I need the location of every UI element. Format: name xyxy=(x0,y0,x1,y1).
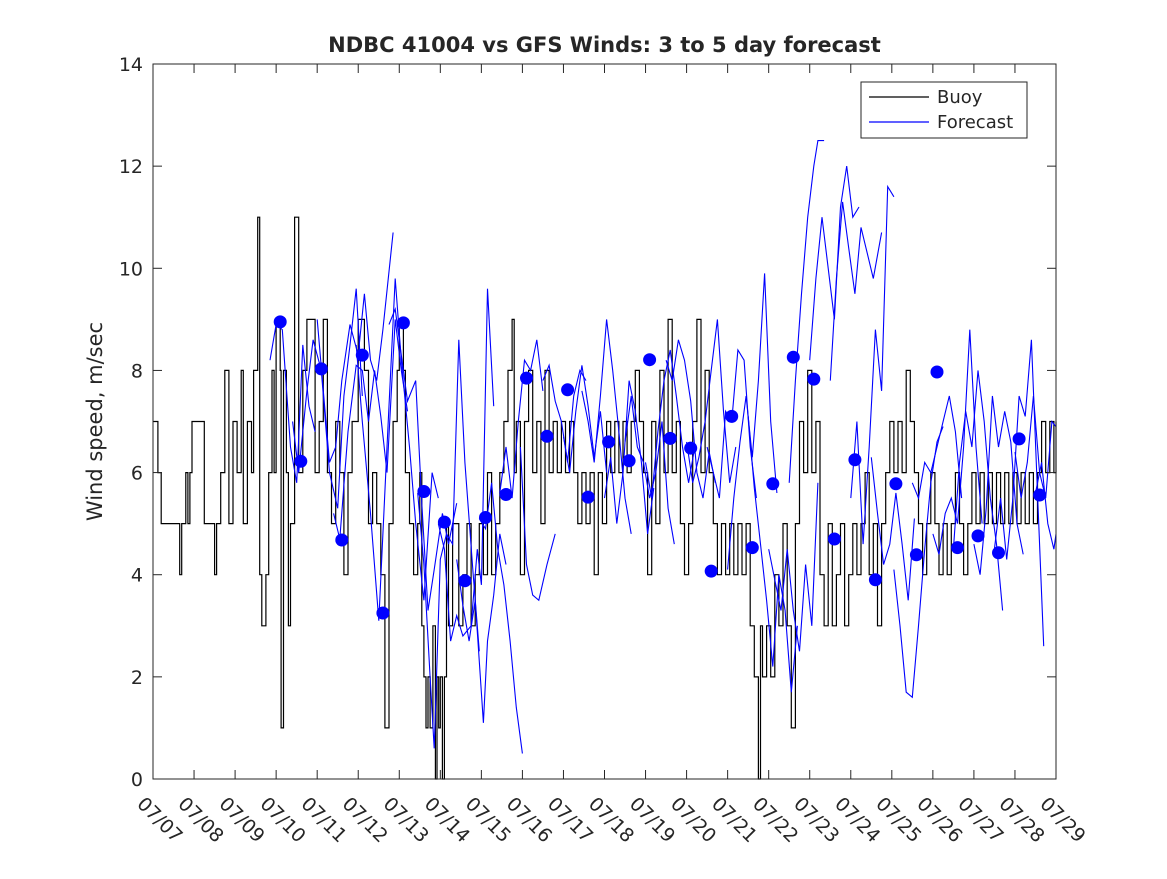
y-tick-label: 0 xyxy=(131,769,143,791)
forecast-line-run-15 xyxy=(603,380,655,534)
forecast-marker-17 xyxy=(622,454,636,468)
y-tick-label: 8 xyxy=(131,360,143,382)
forecast-marker-16 xyxy=(602,435,616,449)
forecast-line-run-27 xyxy=(850,184,895,545)
forecast-marker-35 xyxy=(992,546,1005,560)
forecast-line-run-11 xyxy=(519,446,556,602)
forecast-line-run-33 xyxy=(973,395,1024,575)
forecast-marker-15 xyxy=(581,490,595,504)
forecast-line-run-35 xyxy=(1014,395,1057,499)
forecast-line-run-13 xyxy=(562,365,608,473)
forecast-line-run-6 xyxy=(417,339,480,749)
forecast-marker-27 xyxy=(827,532,841,546)
forecast-marker-11 xyxy=(499,488,513,501)
y-tick-label: 6 xyxy=(131,463,143,485)
forecast-line-run-34 xyxy=(993,339,1045,647)
forecast-line-run-23 xyxy=(768,482,819,652)
forecast-marker-18 xyxy=(643,353,657,367)
forecast-marker-34 xyxy=(971,529,985,543)
forecast-marker-37 xyxy=(1033,488,1047,502)
forecast-line-run-3 xyxy=(333,319,409,540)
legend-label-forecast: Forecast xyxy=(937,112,1013,133)
forecast-line-run-26 xyxy=(829,201,883,381)
forecast-line-run-28 xyxy=(870,457,915,601)
forecast-marker-10 xyxy=(479,511,492,524)
forecast-marker-2 xyxy=(314,362,328,376)
forecast-marker-14 xyxy=(561,383,575,397)
forecast-markers-layer xyxy=(273,315,1047,620)
forecast-line-run-16 xyxy=(624,395,675,545)
forecast-marker-19 xyxy=(663,431,677,445)
forecast-line-run-30 xyxy=(911,395,963,501)
forecast-marker-5 xyxy=(376,606,390,620)
forecast-marker-4 xyxy=(355,348,369,362)
y-axis-label: Wind speed, m/sec xyxy=(83,322,107,521)
forecast-marker-23 xyxy=(745,541,759,555)
forecast-marker-12 xyxy=(520,371,533,385)
forecast-marker-30 xyxy=(889,477,903,491)
forecast-line-run-8 xyxy=(456,533,507,723)
forecast-line-run-24 xyxy=(788,140,825,483)
y-tick-label: 14 xyxy=(119,54,143,76)
forecast-line-run-32 xyxy=(952,370,1004,611)
forecast-line-run-1 xyxy=(292,288,363,509)
forecast-marker-3 xyxy=(335,533,349,547)
forecast-line-run-36 xyxy=(1034,462,1057,550)
legend-label-buoy: Buoy xyxy=(937,87,983,108)
forecast-line-run-10 xyxy=(499,339,544,499)
forecast-marker-6 xyxy=(396,316,410,330)
forecast-marker-28 xyxy=(848,453,862,467)
forecast-line-run-22 xyxy=(747,416,798,693)
legend: Buoy Forecast xyxy=(860,81,1028,139)
forecast-marker-29 xyxy=(868,573,882,587)
forecast-marker-31 xyxy=(909,548,923,562)
forecast-marker-13 xyxy=(540,429,554,443)
forecast-marker-26 xyxy=(807,372,821,386)
forecast-marker-21 xyxy=(704,564,718,578)
forecast-line-run-31 xyxy=(932,329,983,555)
forecast-line-run-2 xyxy=(316,232,394,463)
forecast-marker-24 xyxy=(766,477,780,491)
forecast-line-run-21 xyxy=(727,273,778,570)
chart-title: NDBC 41004 vs GFS Winds: 3 to 5 day fore… xyxy=(328,33,881,57)
forecast-line-run-19 xyxy=(686,319,737,483)
y-tick-label: 2 xyxy=(131,667,143,689)
forecast-marker-32 xyxy=(930,365,944,379)
forecast-marker-25 xyxy=(786,350,800,364)
forecast-marker-20 xyxy=(684,441,698,455)
y-tick-label: 12 xyxy=(119,156,143,178)
forecast-marker-22 xyxy=(725,409,739,423)
y-tick-label: 10 xyxy=(119,258,143,280)
forecast-series-layer xyxy=(269,140,1057,754)
forecast-marker-1 xyxy=(294,454,308,468)
forecast-marker-7 xyxy=(417,485,431,498)
forecast-line-run-17 xyxy=(644,349,696,499)
forecast-marker-8 xyxy=(437,515,451,529)
forecast-marker-9 xyxy=(458,574,472,588)
forecast-line-run-18 xyxy=(665,339,716,499)
y-tick-label: 4 xyxy=(131,565,143,587)
forecast-marker-36 xyxy=(1012,432,1026,446)
forecast-marker-0 xyxy=(273,315,287,329)
forecast-marker-33 xyxy=(951,541,964,555)
legend-box xyxy=(860,81,1028,139)
